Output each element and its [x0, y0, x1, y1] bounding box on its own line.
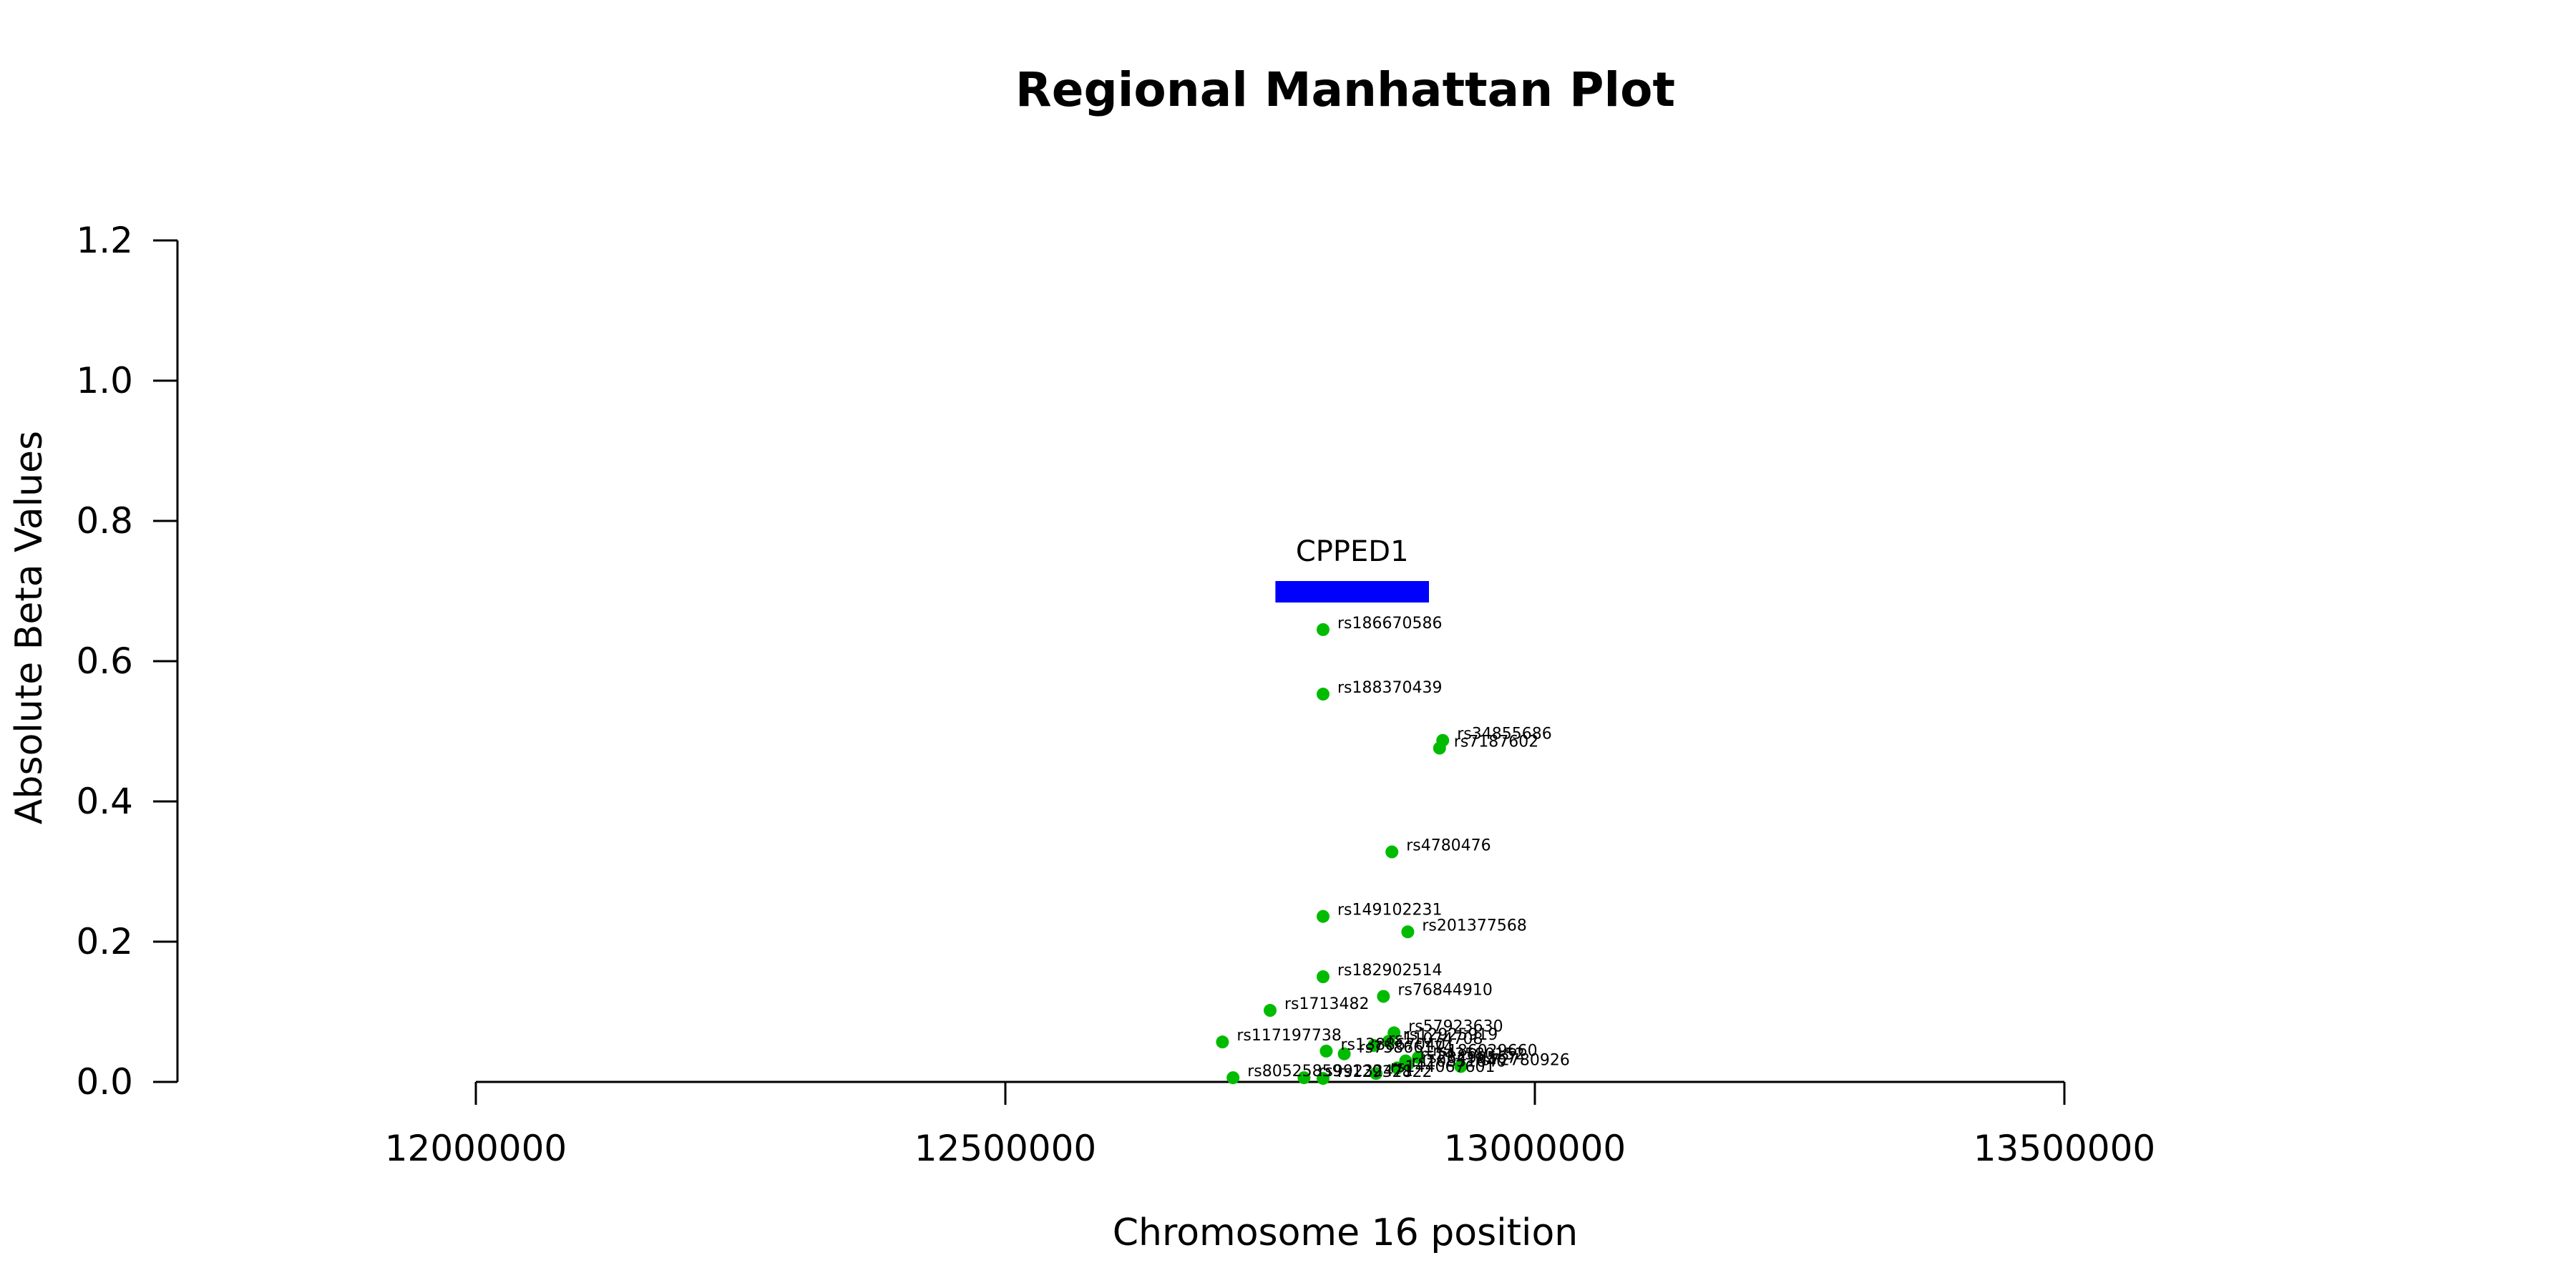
snp-point: [1412, 1050, 1425, 1064]
snp-point: [1317, 623, 1330, 636]
snp-label: rs186670586: [1337, 615, 1442, 633]
snp-point: [1367, 1039, 1381, 1053]
snp-point: [1454, 1060, 1468, 1073]
snp-label: rs28499567: [1422, 1050, 1516, 1068]
snp-label: rs12932822: [1337, 1063, 1432, 1081]
snp-point: [1317, 970, 1330, 983]
snp-label: rs11074708: [1388, 1030, 1483, 1048]
snp-point: [1401, 925, 1415, 939]
snp-label: rs188370439: [1337, 679, 1442, 697]
snp-point: [1382, 1035, 1395, 1048]
x-tick-label: 12000000: [385, 1128, 567, 1169]
snp-point: [1216, 1035, 1229, 1049]
snp-point: [1377, 990, 1390, 1003]
snp-point: [1385, 845, 1399, 859]
snp-label: rs57923630: [1408, 1018, 1503, 1035]
snp-label: rs76844910: [1397, 981, 1492, 999]
snp-point: [1401, 1058, 1415, 1071]
gene-label: CPPED1: [1296, 535, 1409, 568]
y-tick-label: 1.2: [76, 220, 133, 261]
snp-point: [1319, 1044, 1333, 1058]
snp-label: rs10851640: [1412, 1053, 1506, 1070]
chart-title: Regional Manhattan Plot: [1015, 62, 1675, 117]
snp-label: rs144067601: [1390, 1058, 1495, 1076]
y-tick-label: 0.4: [76, 781, 133, 822]
y-tick-label: 0.2: [76, 921, 133, 962]
snp-label: rs186029660: [1433, 1043, 1537, 1060]
snp-label: rs4780476: [1406, 837, 1491, 855]
snp-label: rs72780926: [1475, 1051, 1569, 1069]
y-tick-label: 0.6: [76, 640, 133, 682]
snp-label: rs117197738: [1236, 1027, 1341, 1045]
x-tick-label: 13500000: [1974, 1128, 2156, 1169]
snp-label: rs182902514: [1337, 962, 1442, 980]
snp-point: [1370, 1067, 1382, 1080]
y-tick-label: 1.0: [76, 360, 133, 401]
snp-label: rs1713482: [1284, 995, 1370, 1013]
snp-point: [1226, 1071, 1240, 1085]
x-tick-label: 12500000: [914, 1128, 1097, 1169]
y-tick-label: 0.0: [76, 1061, 133, 1103]
snp-label: rs201377568: [1422, 917, 1526, 935]
snp-point: [1337, 1047, 1351, 1060]
snp-point: [1317, 688, 1330, 701]
snp-points: [1216, 623, 1468, 1085]
snp-label: rs80525859: [1247, 1063, 1342, 1080]
snp-label: rs75866174: [1359, 1039, 1453, 1057]
snp-labels: rs186670586 rs188370439 rs34855686rs718760…: [1236, 615, 1569, 1081]
x-tick-label: 13000000: [1444, 1128, 1626, 1169]
snp-label: rs138867040: [1340, 1036, 1445, 1054]
snp-label: rs12925919: [1403, 1026, 1498, 1044]
snp-point: [1317, 909, 1330, 923]
gene-track: CPPED1: [1275, 535, 1429, 602]
snp-point: [1264, 1004, 1277, 1018]
snp-point: [1297, 1071, 1311, 1085]
snp-point: [1390, 1061, 1404, 1075]
snp-label: rs99232471: [1318, 1063, 1413, 1080]
y-axis-label: Absolute Beta Values: [8, 431, 51, 824]
x-axis-label: Chromosome 16 position: [1113, 1211, 1579, 1254]
snp-label: rs34855686: [1457, 726, 1551, 743]
snp-point: [1433, 741, 1446, 755]
snp-label: rs143580152: [1420, 1046, 1524, 1064]
snp-label: rs149102231: [1337, 902, 1442, 919]
snp-label: rs7187602: [1454, 733, 1539, 751]
y-axis: 0.0 0.2 0.4 0.6 0.8 1.0 1.2: [76, 220, 179, 1103]
y-tick-label: 0.8: [76, 500, 133, 542]
gene-bar: [1275, 581, 1429, 602]
x-axis: 12000000 12500000 13000000 13500000: [385, 1080, 2156, 1169]
snp-point: [1317, 1072, 1330, 1085]
